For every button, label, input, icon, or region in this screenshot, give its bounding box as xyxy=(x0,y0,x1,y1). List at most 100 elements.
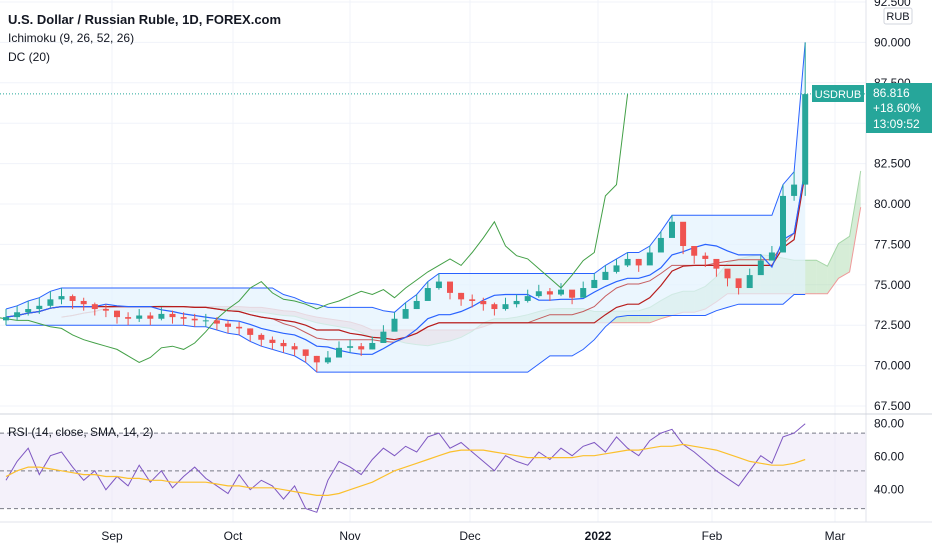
candle-body xyxy=(158,313,165,319)
last-price: 86.816 xyxy=(873,86,910,100)
tenkan-line xyxy=(5,168,806,355)
candle-body xyxy=(125,317,132,319)
time-tick-label: Dec xyxy=(459,529,480,543)
price-tick-label: 75.000 xyxy=(874,278,911,292)
candle-body xyxy=(413,300,420,310)
candle-body xyxy=(147,315,154,319)
candle-body xyxy=(746,275,753,289)
candle-body xyxy=(558,289,564,295)
candle-body xyxy=(802,94,809,185)
candle-body xyxy=(646,252,653,266)
rsi-line xyxy=(5,423,806,513)
rsi-ma-line xyxy=(5,443,806,496)
chikou-span xyxy=(0,94,629,363)
candle-body xyxy=(102,309,109,311)
time-tick-label: Oct xyxy=(224,529,243,543)
candle-body xyxy=(58,296,65,300)
cloud-segment xyxy=(816,260,828,294)
price-tick-label: 82.500 xyxy=(874,157,911,171)
candle-body xyxy=(191,318,198,321)
candle-body xyxy=(202,320,209,322)
candle-body xyxy=(791,184,798,196)
candle-body xyxy=(724,268,731,279)
candle-body xyxy=(114,310,120,318)
candle-body xyxy=(757,260,764,276)
price-change: +18.60% xyxy=(873,101,921,115)
chart-title[interactable]: U.S. Dollar / Russian Ruble, 1D, FOREX.c… xyxy=(8,12,281,27)
candle-body xyxy=(180,317,187,319)
candle-body xyxy=(702,255,709,259)
candle-body xyxy=(624,258,631,266)
time-tick-label: Sep xyxy=(101,529,123,543)
chikou-line xyxy=(0,94,629,363)
cloud-segment xyxy=(805,260,817,294)
rsi-tick-label: 40.00 xyxy=(874,483,904,497)
candle-body xyxy=(458,292,465,300)
bar-countdown: 13:09:52 xyxy=(873,117,920,131)
candle-body xyxy=(569,289,576,298)
rsi-tick-label: 80.00 xyxy=(874,417,904,431)
candle-body xyxy=(169,313,176,318)
price-tick-label: 92.500 xyxy=(874,0,911,9)
time-tick-label: Feb xyxy=(702,529,723,543)
candle-body xyxy=(613,265,620,272)
candle-body xyxy=(269,339,276,343)
price-tag: USDRUB 86.816 +18.60% 13:09:52 xyxy=(812,83,932,133)
candle-body xyxy=(735,278,742,289)
candle-body xyxy=(336,347,342,358)
rsi-label[interactable]: RSI (14, close, SMA, 14, 2) xyxy=(8,425,153,439)
candle-body xyxy=(302,349,309,356)
candle-body xyxy=(780,195,786,253)
cloud-segment xyxy=(827,243,839,294)
candle-body xyxy=(635,258,642,266)
candle-body xyxy=(402,309,409,319)
candle-body xyxy=(3,317,9,321)
indicator-dc-label[interactable]: DC (20) xyxy=(8,50,50,64)
cloud-segment xyxy=(849,170,861,272)
price-tick-label: 70.000 xyxy=(874,359,911,373)
time-tick-label: Nov xyxy=(339,529,360,543)
candle-body xyxy=(669,221,675,238)
symbol-tag: USDRUB xyxy=(815,89,861,101)
candle-body xyxy=(225,323,231,327)
cloud-segment xyxy=(838,236,850,279)
candle-body xyxy=(80,300,87,305)
candle-body xyxy=(391,318,398,332)
indicator-ichimoku-label[interactable]: Ichimoku (9, 26, 52, 26) xyxy=(8,31,134,45)
candle-body xyxy=(14,312,21,318)
header-legend: U.S. Dollar / Russian Ruble, 1D, FOREX.c… xyxy=(8,12,281,64)
candle-body xyxy=(491,304,498,310)
candle-body xyxy=(258,334,265,340)
candle-body xyxy=(602,271,609,280)
candle-body xyxy=(25,309,32,313)
candle-body xyxy=(236,326,243,329)
candle-body xyxy=(535,291,542,297)
price-tick-label: 67.500 xyxy=(874,399,911,413)
candle-body xyxy=(524,296,531,301)
candle-body xyxy=(213,320,220,324)
candle-body xyxy=(580,288,587,298)
candle-body xyxy=(69,296,76,301)
candle-body xyxy=(591,279,598,289)
candle-body xyxy=(291,346,298,350)
candle-body xyxy=(136,315,143,319)
candle-body xyxy=(502,304,509,310)
tenkan-sen xyxy=(5,168,806,355)
candle-body xyxy=(380,331,387,343)
candle-body xyxy=(469,299,476,301)
price-tick-label: 80.000 xyxy=(874,197,911,211)
candles[interactable] xyxy=(3,42,809,373)
time-tick-label: 2022 xyxy=(585,529,612,543)
donchian-channel xyxy=(5,42,806,373)
rsi-pane xyxy=(0,423,866,513)
time-axis-ticks[interactable]: Sep Oct Nov Dec 2022 Feb Mar xyxy=(101,529,845,543)
currency-badge-box[interactable] xyxy=(883,7,913,25)
candle-body xyxy=(447,281,453,293)
candle-body xyxy=(546,291,553,295)
currency-badge: RUB xyxy=(886,11,909,23)
candle-body xyxy=(324,357,331,363)
candle-body xyxy=(369,342,376,350)
candle-body xyxy=(91,304,98,310)
candle-body xyxy=(247,328,254,335)
